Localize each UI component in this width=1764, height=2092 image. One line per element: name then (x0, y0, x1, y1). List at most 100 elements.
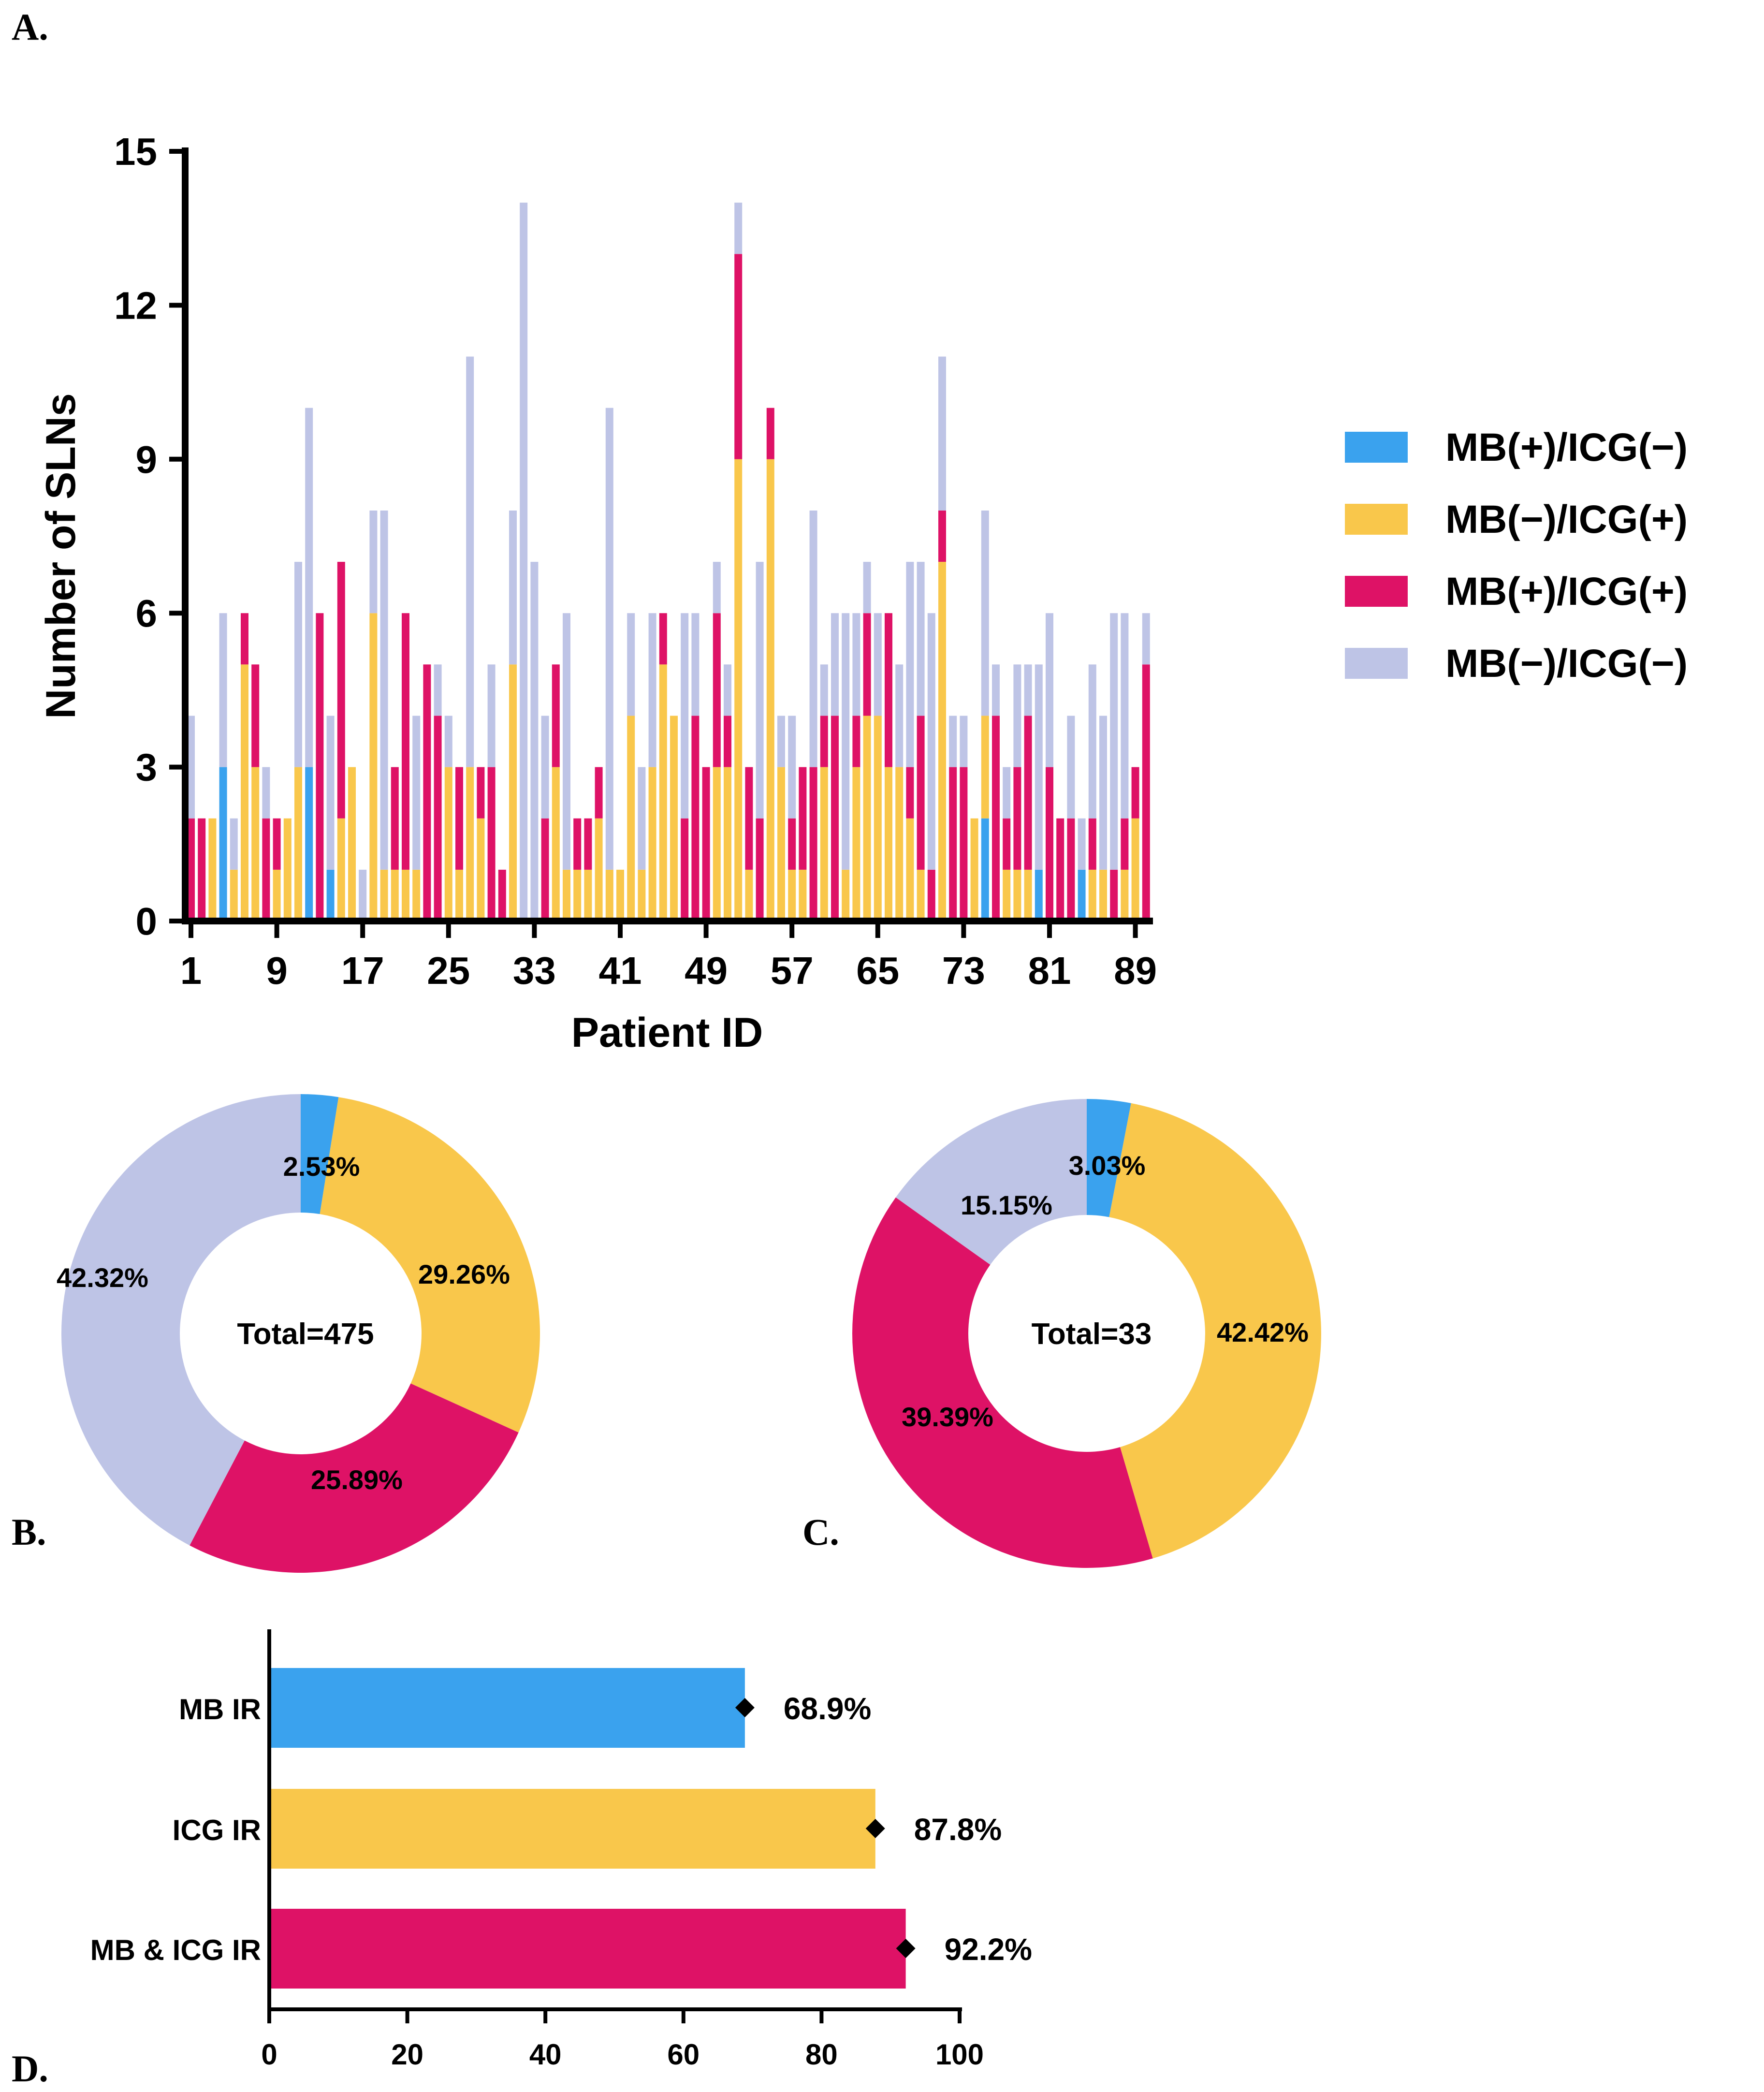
donut-value-label: 39.39% (902, 1402, 993, 1432)
bar-segment (734, 254, 743, 459)
bar-segment (241, 613, 248, 665)
bar-segment (573, 869, 582, 921)
rate-bar (269, 1789, 875, 1869)
donut-center-label: Total=33 (1032, 1317, 1152, 1351)
bar-segment (262, 818, 270, 921)
donut-value-labels: 3.03% 42.42% 39.39% 15.15% (902, 1150, 1309, 1432)
y-tick-label: 15 (114, 130, 157, 173)
bar-segment (595, 818, 603, 921)
x-tick-label: 33 (513, 949, 556, 992)
bar-segment (799, 767, 807, 870)
bar-segment (616, 869, 624, 921)
bar-segment (960, 767, 968, 921)
bar-segment (1067, 716, 1075, 819)
bar-segment (756, 562, 764, 819)
bar-segment (777, 716, 785, 767)
bar-segment (820, 716, 828, 767)
donut-value-label: 25.89% (311, 1464, 403, 1495)
bar-segment (1088, 818, 1096, 870)
legend-label: MB(+)/ICG(+) (1445, 570, 1688, 614)
rate-value-label: 68.9% (784, 1691, 871, 1726)
stacked-bars (187, 203, 1150, 922)
panel-label-a: A. (12, 6, 48, 48)
donut-slices (852, 1099, 1321, 1568)
bar-segment (885, 767, 892, 921)
category-label: MB & ICG IR (90, 1934, 261, 1966)
bar-segment (541, 818, 549, 921)
bar-segment (230, 869, 238, 921)
donut-value-labels: 2.53% 29.26% 25.89% 42.32% (57, 1151, 510, 1495)
panel-label-d: D. (12, 2048, 48, 2090)
x-tick-label: 0 (261, 2038, 277, 2071)
bar-segment (326, 869, 335, 921)
bar-segment (1003, 869, 1011, 921)
bar-segment (305, 767, 313, 921)
error-marker (735, 1698, 755, 1717)
bar-segment (863, 613, 871, 716)
bar-segment (563, 613, 570, 870)
donut-slice (895, 1099, 1087, 1265)
bar-segment (842, 613, 850, 870)
bar-segment (477, 818, 485, 921)
legend: MB(+)/ICG(−) MB(−)/ICG(+) MB(+)/ICG(+) MB(−… (1345, 425, 1688, 686)
bar-segment (734, 459, 743, 921)
bar-segment (992, 664, 1000, 716)
bar-segment (487, 767, 496, 921)
legend-label: MB(−)/ICG(+) (1445, 497, 1688, 541)
legend-swatch (1345, 504, 1408, 535)
x-tick-label: 60 (667, 2038, 700, 2071)
bar-segment (938, 510, 946, 562)
bar-segment (777, 767, 785, 921)
bar-segment (895, 664, 904, 767)
bar-segment (906, 767, 914, 819)
bar-segment (1078, 818, 1086, 870)
bar-segment (970, 818, 978, 921)
x-tick-label: 100 (935, 2038, 984, 2071)
bar-segment (852, 716, 860, 767)
bar-segment (380, 869, 388, 921)
bar-segment (713, 767, 721, 921)
bar-segment (434, 716, 442, 921)
bar-segment (198, 818, 206, 921)
bar-segment (305, 408, 313, 767)
bar-segment (927, 613, 935, 870)
donut-value-label: 42.32% (57, 1262, 148, 1293)
bar-segment (584, 869, 592, 921)
bar-segment (906, 562, 914, 767)
bar-segment (1110, 869, 1118, 921)
bar-segment (852, 767, 860, 921)
bar-segment (219, 613, 227, 767)
bar-segment (885, 613, 892, 767)
bar-segment (659, 613, 667, 665)
donut-value-label: 29.26% (418, 1259, 510, 1289)
y-axis-title: Number of SLNs (38, 393, 84, 719)
x-tick-label: 57 (771, 949, 814, 992)
x-tick-label: 17 (341, 949, 384, 992)
bar-segment (509, 510, 517, 665)
bar-segment (1099, 716, 1107, 870)
bar-segment (402, 869, 409, 921)
bar-segment (1046, 613, 1053, 767)
bar-segment (831, 716, 839, 921)
bar-segment (466, 356, 474, 767)
bar-segment (788, 716, 796, 819)
bar-segment (648, 613, 656, 767)
bar-segment (766, 408, 774, 459)
x-tick-label: 73 (942, 949, 985, 992)
bar-segment (1024, 716, 1032, 870)
donut-value-label: 42.42% (1217, 1317, 1309, 1347)
bar-segment (605, 408, 613, 870)
bar-segment (745, 767, 753, 870)
x-axis-ticks: 1 9 17 25 33 41 49 57 65 73 81 89 (180, 921, 1157, 992)
donut-slices (61, 1094, 540, 1573)
error-marker (865, 1819, 885, 1838)
bar-segment (670, 716, 678, 921)
bar-segment (638, 767, 646, 870)
bar-segment (734, 203, 743, 254)
y-tick-label: 0 (136, 900, 158, 943)
bar-segment (1078, 869, 1086, 921)
bar-segment (1067, 818, 1075, 921)
x-axis-ticks: 0 20 40 60 80 100 (261, 2009, 984, 2071)
x-tick-label: 9 (266, 949, 288, 992)
bar-segment (927, 869, 935, 921)
